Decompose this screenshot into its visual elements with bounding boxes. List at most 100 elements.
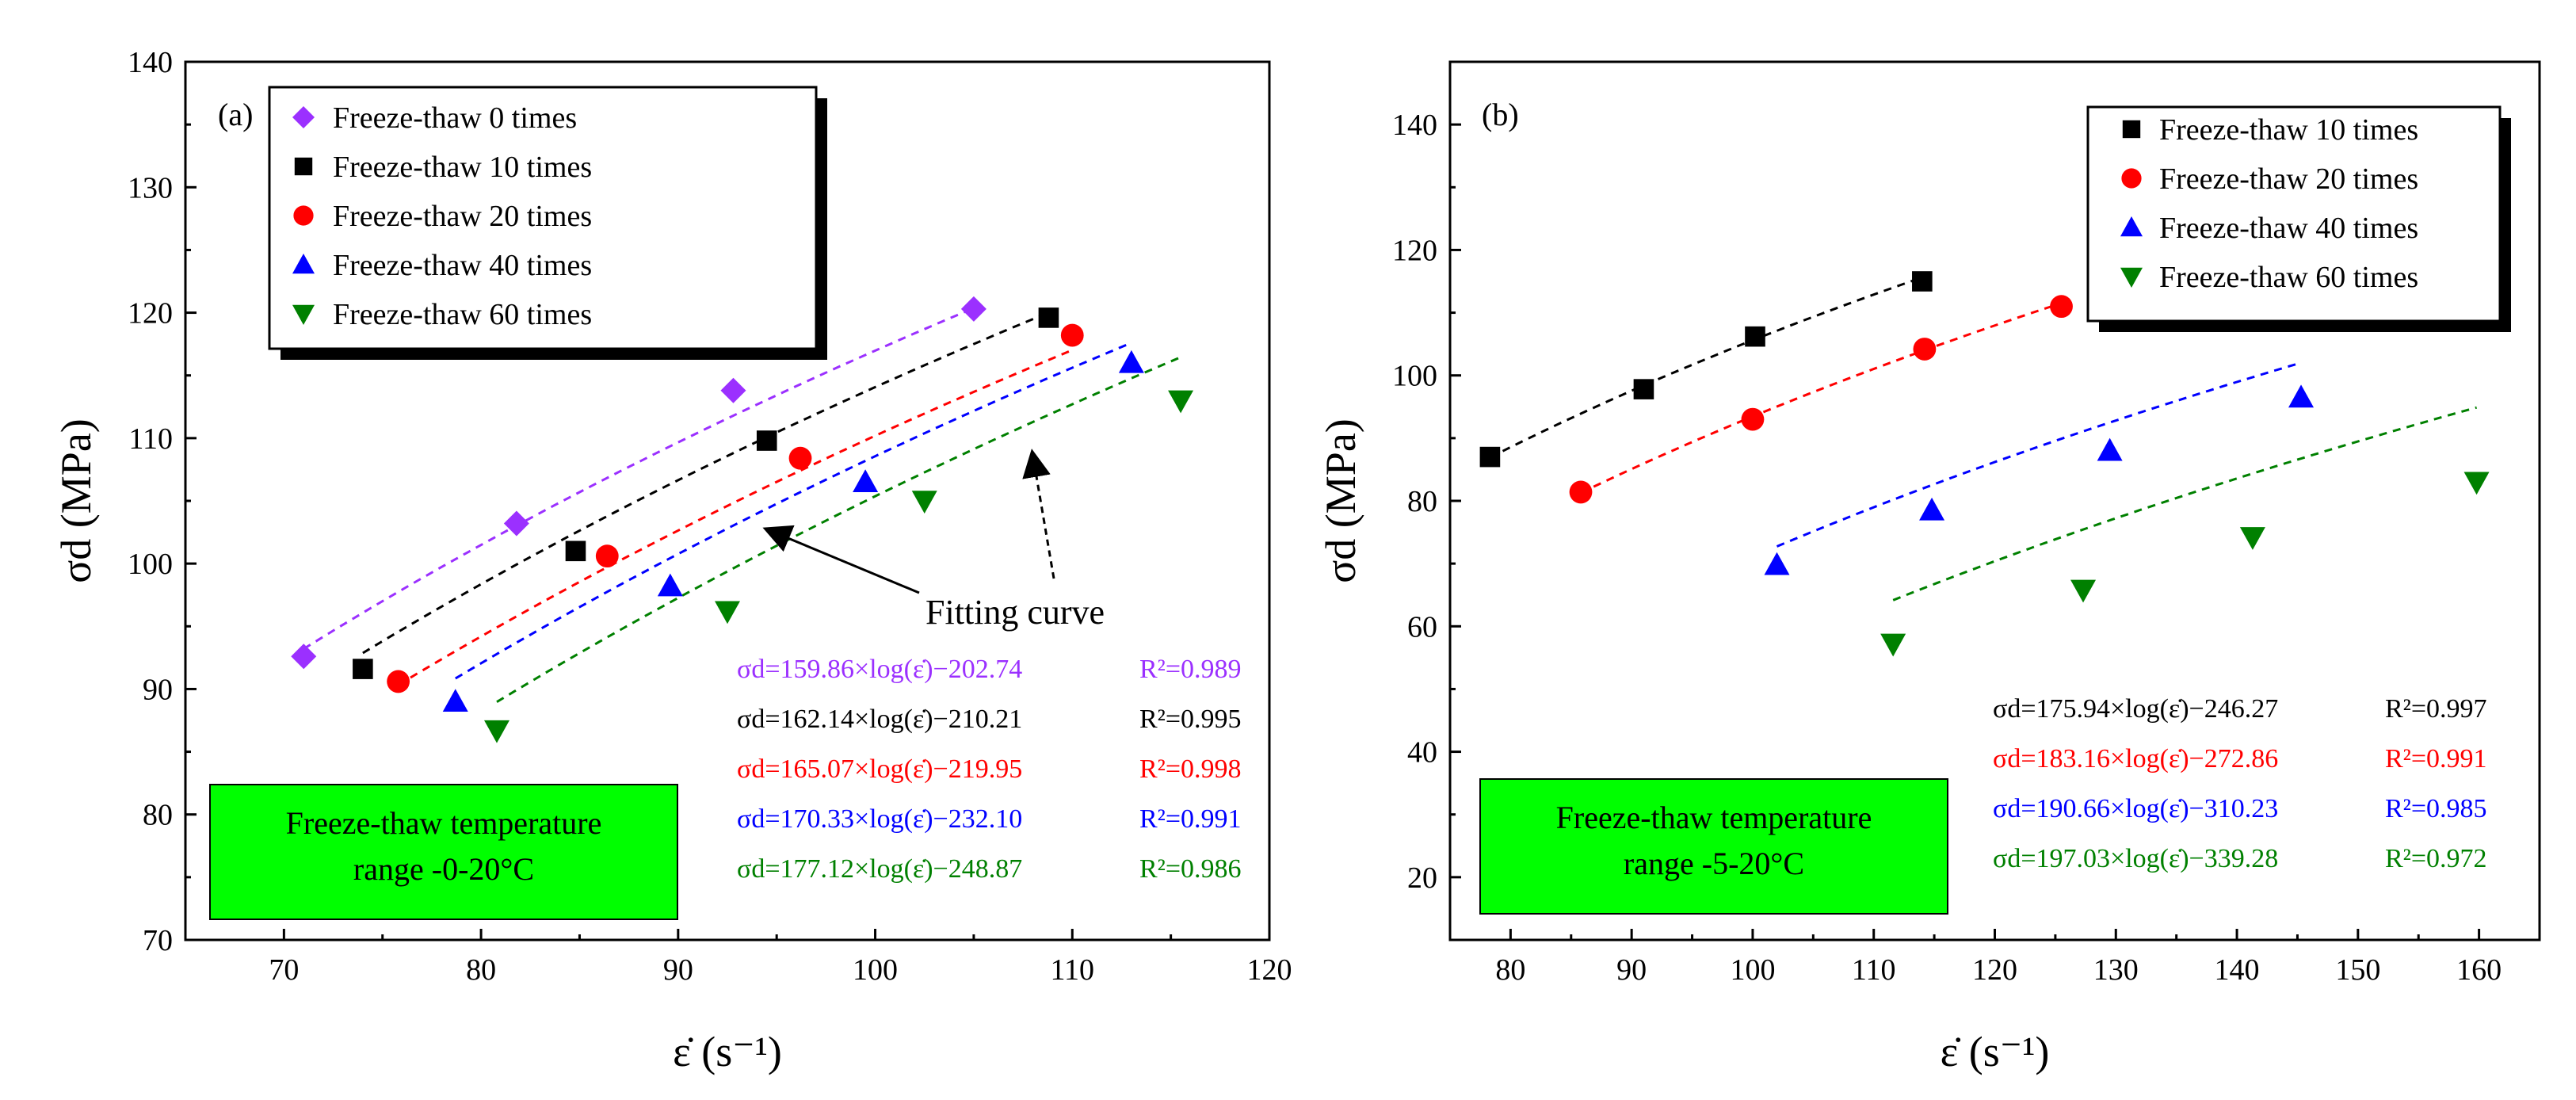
fit-equation: σd=165.07×log(ε̇)−219.95 [737,754,1022,784]
r-squared: R²=0.995 [1139,705,1242,734]
data-point [1168,390,1194,414]
x-tick-label: 130 [2093,953,2139,987]
data-point [353,659,373,679]
annotation-arrow [762,525,920,594]
temperature-note-box [209,784,678,920]
data-point [853,469,879,493]
y-tick-label: 120 [1392,234,1437,267]
legend-label: Freeze-thaw 10 times [333,151,592,184]
legend-label: Freeze-thaw 60 times [333,298,592,331]
y-tick-label: 90 [143,673,173,706]
x-tick-label: 150 [2335,953,2380,987]
data-point [442,689,468,712]
x-axis-title: ε̇ (s⁻¹) [673,1028,782,1075]
r-squared: R²=0.997 [2385,694,2487,724]
fit-equation: σd=162.14×log(ε̇)−210.21 [737,705,1022,734]
y-tick-label: 40 [1407,736,1437,770]
legend-label: Freeze-thaw 20 times [333,200,592,233]
temperature-note-text: Freeze-thaw temperature [1556,800,1872,835]
legend-marker [292,254,315,274]
fit-curve [303,307,975,650]
r-squared: R²=0.985 [2385,794,2487,823]
data-point [595,544,619,568]
fit-curve [496,356,1181,703]
y-tick-label: 120 [128,297,173,330]
fit-curve [1580,302,2062,495]
data-point [1060,323,1084,347]
legend-marker [293,205,314,226]
data-point [2239,527,2265,550]
fit-equation: σd=159.86×log(ε̇)−202.74 [737,655,1022,684]
data-point [503,510,529,537]
data-point [2288,384,2315,408]
x-tick-label: 100 [853,953,898,987]
fitting-curve-annotation: Fitting curve [925,593,1105,632]
r-squared: R²=0.991 [2385,744,2487,773]
y-tick-label: 20 [1407,861,1437,895]
data-point [1118,349,1144,373]
y-tick-label: 70 [143,924,173,957]
y-tick-label: 80 [143,799,173,832]
x-tick-label: 100 [1730,953,1775,987]
x-tick-label: 90 [663,953,693,987]
legend-marker [294,157,313,176]
fit-curve [362,311,1049,655]
fit-curve [1489,276,1923,459]
y-tick-label: 100 [1392,360,1437,393]
data-point [2097,437,2123,461]
x-axis-title: ε̇ (s⁻¹) [1941,1028,2050,1075]
legend-label: Freeze-thaw 40 times [2159,212,2418,245]
data-point [1919,497,1945,521]
fit-curve [1892,406,2477,602]
data-point [1479,446,1501,468]
temperature-note-box [1479,778,1948,915]
data-point [911,491,937,514]
fit-equation: σd=177.12×log(ε̇)−248.87 [737,854,1022,884]
data-point [657,573,683,597]
data-point [715,601,740,624]
x-tick-label: 70 [269,953,299,987]
x-tick-label: 140 [2215,953,2260,987]
panel-label: (b) [1482,97,1519,132]
y-axis-title: σd (MPa) [52,418,100,583]
x-tick-label: 120 [1247,953,1292,987]
y-tick-label: 60 [1407,610,1437,644]
r-squared: R²=0.991 [1139,804,1242,834]
data-point [1741,407,1765,431]
legend-label: Freeze-thaw 40 times [333,249,592,282]
fit-curve [1776,361,2302,548]
data-point [788,446,812,470]
fit-curve [455,342,1132,680]
x-tick-label: 120 [1972,953,2017,987]
y-tick-label: 140 [128,46,173,79]
data-point [720,377,746,403]
data-point [291,644,317,670]
r-squared: R²=0.989 [1139,655,1242,684]
fit-equation: σd=175.94×log(ε̇)−246.27 [1993,694,2278,724]
panel-b: 80 90 100 110 120 130 140 150 160 20 40 60 80 100 120 1… [1317,60,2541,1075]
panel-a: 70 80 90 100 110 120 70 80 90 100 110 120 130 140 ε̇ (… [52,46,1292,1075]
data-point [1913,338,1937,361]
temperature-note-text: range -5-20°C [1624,846,1804,881]
legend-marker [292,304,315,325]
y-tick-label: 100 [128,548,173,581]
data-point [1569,480,1593,504]
legend-marker [2120,267,2143,288]
data-point [387,670,410,693]
legend-marker [2121,168,2142,189]
legend-marker [292,106,315,128]
annotation-arrow [1022,449,1055,579]
data-point [1880,633,1906,657]
data-point [960,296,987,322]
y-tick-label: 140 [1392,109,1437,142]
x-tick-label: 80 [1495,953,1525,987]
fit-equation: σd=170.33×log(ε̇)−232.10 [737,804,1022,834]
data-point [1745,326,1765,347]
temperature-note-text: range -0-20°C [353,851,534,887]
r-squared: R²=0.998 [1139,754,1242,784]
legend-box [268,86,818,350]
x-tick-label: 90 [1616,953,1647,987]
data-point [2050,295,2073,319]
data-point [2463,472,2490,495]
data-point [756,430,777,451]
